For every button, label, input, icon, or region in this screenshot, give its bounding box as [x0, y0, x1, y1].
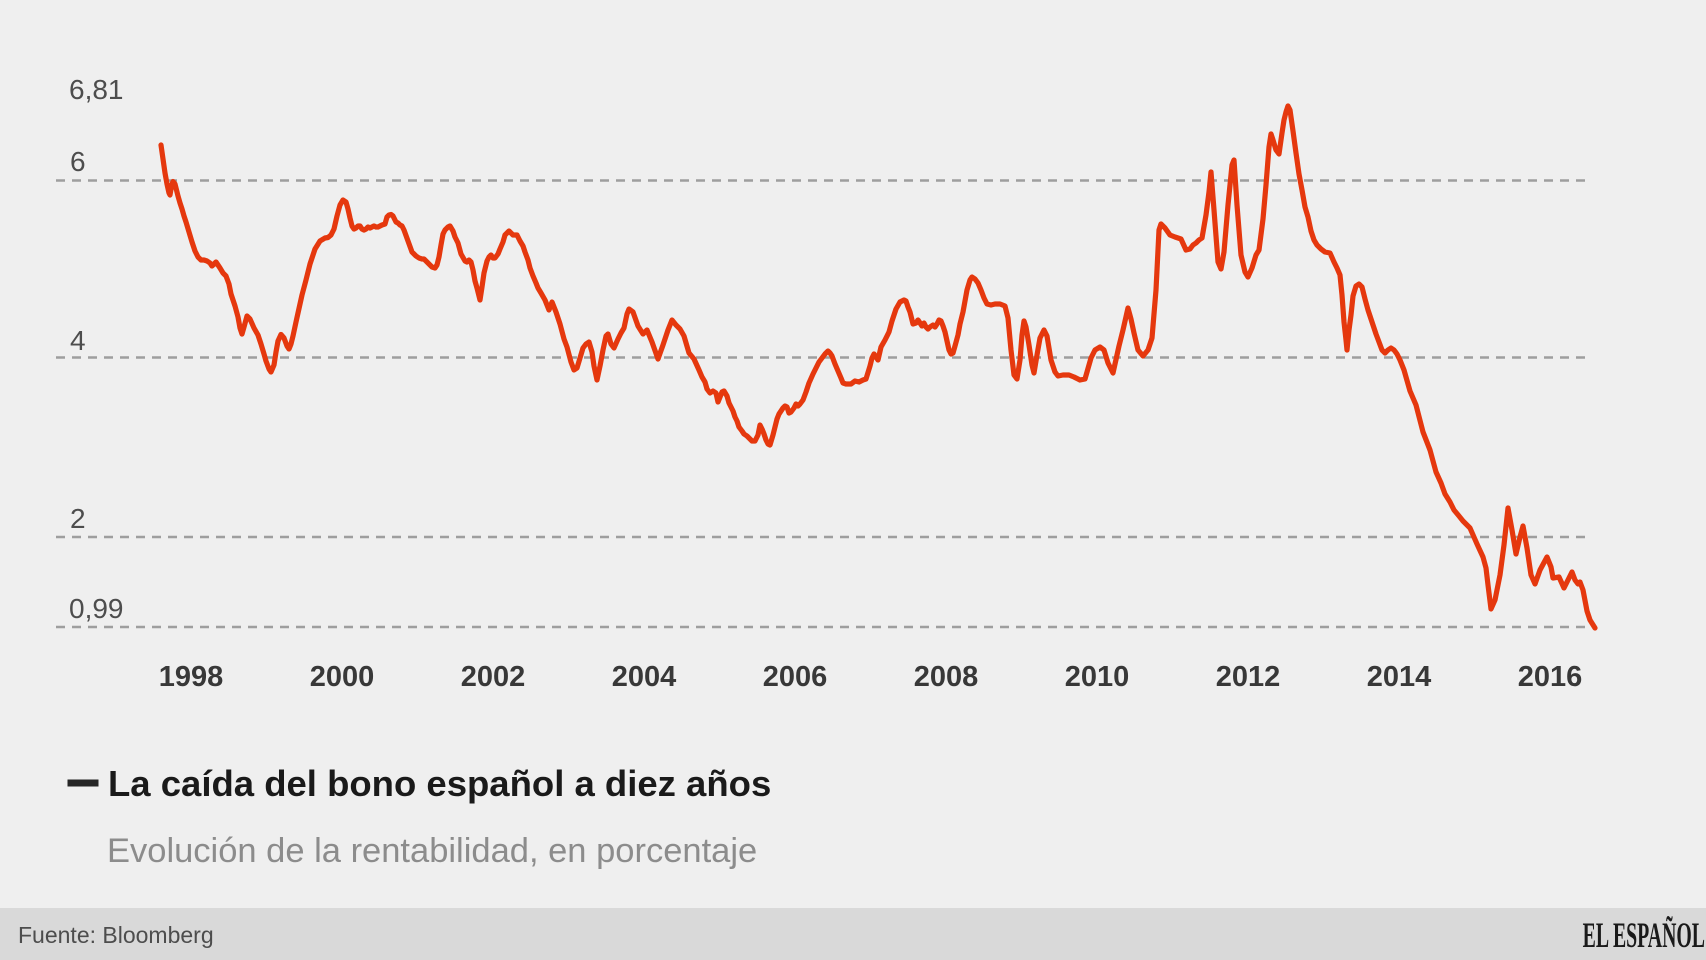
svg-text:2012: 2012: [1216, 661, 1281, 693]
svg-text:2000: 2000: [310, 661, 375, 693]
svg-text:2016: 2016: [1518, 661, 1583, 693]
svg-text:2014: 2014: [1367, 661, 1432, 693]
svg-text:2: 2: [70, 503, 86, 534]
svg-text:4: 4: [70, 325, 86, 356]
svg-text:6,81: 6,81: [69, 74, 124, 105]
svg-text:0,99: 0,99: [69, 593, 124, 624]
svg-text:La caída del bono español a di: La caída del bono español a diez años: [108, 763, 771, 804]
svg-text:6: 6: [70, 146, 86, 177]
svg-text:2006: 2006: [763, 661, 828, 693]
svg-text:2008: 2008: [914, 661, 979, 693]
svg-text:2002: 2002: [461, 661, 526, 693]
svg-text:2010: 2010: [1065, 661, 1130, 693]
svg-text:1998: 1998: [159, 661, 224, 693]
svg-text:EL ESPAÑOL: EL ESPAÑOL: [1583, 915, 1705, 956]
svg-text:Evolución de la rentabilidad,: Evolución de la rentabilidad, en porcent…: [107, 832, 757, 870]
svg-text:Fuente: Bloomberg: Fuente: Bloomberg: [18, 922, 214, 948]
svg-text:2004: 2004: [612, 661, 677, 693]
